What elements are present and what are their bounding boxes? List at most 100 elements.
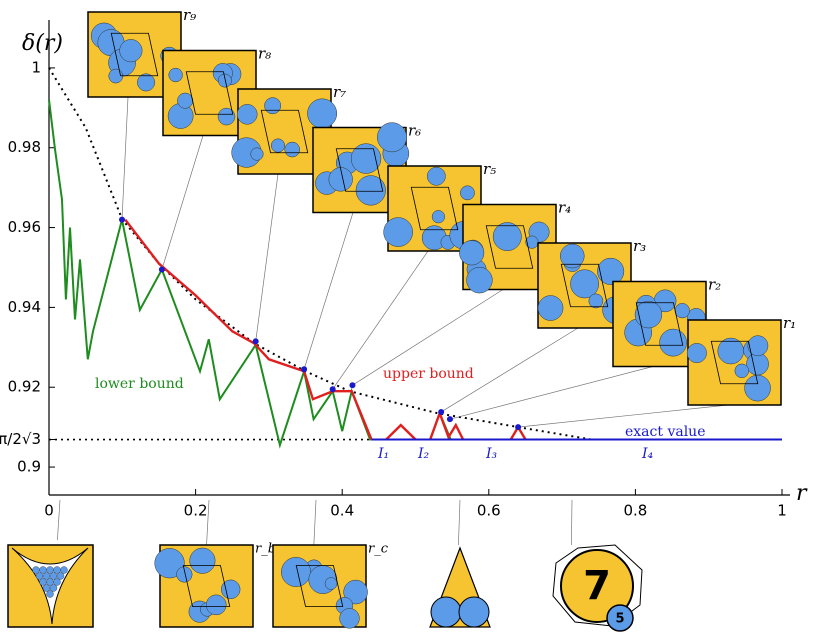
inset-disk [35,572,44,580]
inset-disk [49,572,58,580]
inset-disk [281,557,311,587]
inset-disk [177,92,194,109]
inset-disk [525,235,539,249]
deltoid-inset [7,544,94,628]
x-axis-label: r [796,481,808,506]
inset-connector [255,173,279,342]
interval-label: I₂ [417,446,430,462]
inset-cell [710,340,759,385]
packing-inset [154,544,254,628]
inset-connector [121,96,129,220]
inset-connector [303,212,354,370]
inset-disk [717,337,744,365]
inset-disk [324,577,338,590]
x-tick-label: 1 [777,502,787,520]
inset-connector [57,499,61,541]
packing-inset [162,49,257,137]
inset-disk [46,566,54,574]
inset-label: r₃ [633,237,646,255]
inset-label: r₈ [258,45,271,63]
inset-connector [458,499,461,546]
inset-disk [42,584,51,592]
peak-point [446,416,453,423]
inset-disk [426,166,446,186]
disk-label: 5 [615,612,624,627]
inset-connector [313,499,317,546]
inset-label: r₂ [708,276,721,294]
inset-cell [335,148,384,192]
inset-disk [189,547,216,574]
interval-label: I₄ [641,446,654,462]
inset-disk [168,67,183,83]
inset-label: r₆ [408,122,421,140]
inset-disk [458,596,490,628]
y-tick-label: π/2√3 [0,430,41,448]
inset-disk [355,175,386,206]
inset-disk [46,590,54,598]
inset-connector [449,366,654,420]
inset-disk [431,210,445,224]
inset-cell [185,71,234,115]
peak-point [158,266,165,273]
inset-disk [459,240,485,266]
y-tick-label: 0.98 [8,138,41,156]
inset-disk [460,185,475,201]
inset-cell [635,302,684,346]
series-line [124,218,527,441]
x-tick-label: 0.6 [477,502,501,520]
inset-disk [560,243,585,269]
inset-disk [119,39,143,63]
inset-disk [746,352,769,376]
y-tick-label: 0.9 [17,458,41,476]
inset-disk [42,572,51,580]
x-tick-label: 0 [44,502,54,520]
inset-disk [46,578,54,586]
inset-disk [49,584,58,592]
peak-point [329,386,336,393]
y-axis-label: δ(r) [22,31,63,56]
inset-label: r₁ [783,314,796,332]
inset-disk [60,566,68,574]
inset-disk [176,566,193,583]
inset-disk [53,566,61,574]
inset-cell [182,565,231,607]
y-tick-label: 0.96 [8,218,41,236]
disk-label: 7 [583,563,611,609]
inset-disk [674,303,690,319]
inset-label: r₇ [333,83,346,101]
inset-connector [161,135,204,270]
y-tick-label: 1 [31,58,41,76]
inset-connector [571,499,573,546]
inset-cell [485,225,534,269]
inset-label: r_c [368,542,389,557]
inset-label: r₅ [483,160,496,178]
interval-label: I₁ [377,446,389,462]
inset-cell [260,109,309,154]
series-label: upper bound [383,366,474,382]
inset-disk [250,147,264,161]
packing-inset [272,544,368,629]
inset-disk [221,579,241,600]
inset-disk [307,98,338,129]
inset-disk [430,596,462,628]
inset-disk [570,269,599,299]
peak-point [252,338,259,345]
inset-connector [352,289,504,386]
inset-label: r_b [255,542,276,557]
inset-disk [264,97,282,115]
inset-disk [588,293,604,309]
inset-disk [466,266,493,294]
peak-point [349,382,356,389]
x-tick-label: 0.8 [623,502,647,520]
packing-inset [231,88,338,175]
inset-disk [686,343,707,363]
inset-disk [39,566,47,574]
inset-disk [236,104,258,125]
y-tick-label: 0.94 [8,298,41,316]
inset-disk [659,328,687,357]
inset-disk [284,141,300,158]
series-label: lower bound [95,376,184,392]
inset-cell [110,32,159,77]
inset-disk [492,222,522,251]
small-disk [606,604,634,632]
